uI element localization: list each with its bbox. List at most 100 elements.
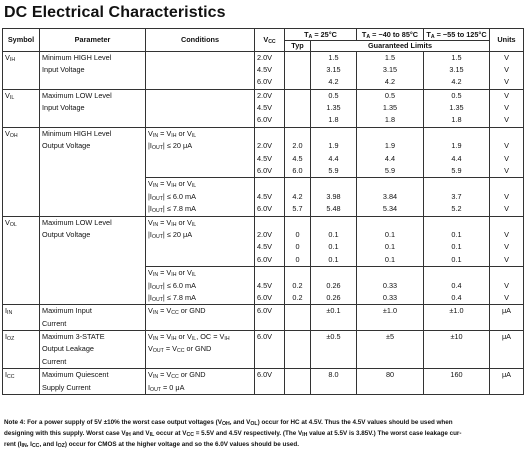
typ-ioz bbox=[284, 330, 311, 370]
typ-vil bbox=[284, 88, 311, 128]
lim25-voh-a: 1.9 4.4 5.9 bbox=[310, 126, 357, 179]
lim125-voh-a: 1.9 4.4 5.9 bbox=[423, 126, 490, 179]
dc-characteristics-table: Symbol Parameter Conditions VCC TA = 25°… bbox=[2, 28, 524, 396]
lim25-icc: 8.0 bbox=[310, 368, 357, 396]
row-vil: VIL Maximum LOW Level Input Voltage 2.0V 4… bbox=[2, 88, 524, 128]
symbol-iin: IIN bbox=[2, 304, 40, 332]
header-symbol: Symbol bbox=[2, 28, 40, 52]
lim85-vol-b: 0.33 0.33 bbox=[356, 266, 424, 306]
lim85-icc: 80 bbox=[356, 368, 424, 396]
header-row-1: Symbol Parameter Conditions VCC TA = 25°… bbox=[2, 28, 524, 52]
header-conditions: Conditions bbox=[145, 28, 255, 52]
cond-vol-b-iout-78ma: |IOUT| ≤ 7.8 mA bbox=[148, 292, 196, 303]
cond-voh-b-iout-78ma: |IOUT| ≤ 7.8 mA bbox=[148, 204, 196, 215]
param-voh: Minimum HIGH Level Output Voltage bbox=[39, 126, 146, 217]
header-ta-125: TA = −55 to 125°C bbox=[423, 28, 490, 41]
cond-vol-b-vin: VIN = VIH or VIL bbox=[148, 268, 197, 279]
cond-vol-vin: VIN = VIH or VIL bbox=[148, 217, 197, 228]
row-voh-b: VIN = VIH or VIL |IOUT| ≤ 6.0 mA |IOUT| … bbox=[3, 177, 524, 217]
lim125-vol-a: 0.1 0.1 0.1 bbox=[423, 215, 490, 268]
symbol-ioz: IOZ bbox=[2, 330, 40, 370]
units-ioz: μA bbox=[489, 330, 524, 370]
param-vil: Maximum LOW Level Input Voltage bbox=[39, 88, 146, 128]
typ-vih bbox=[284, 50, 311, 90]
cond-voh-iout: |IOUT| ≤ 20 μA bbox=[148, 141, 193, 152]
param-iin: Maximum Input Current bbox=[39, 304, 146, 332]
symbol-vil: VIL bbox=[2, 88, 40, 128]
lim125-voh-b: 3.7 5.2 bbox=[423, 177, 490, 217]
row-vol-a: VOL Maximum LOW Level Output Voltage VIN … bbox=[2, 215, 524, 306]
lim85-vih: 1.5 3.15 4.2 bbox=[356, 50, 424, 90]
typ-icc bbox=[284, 368, 311, 396]
lim125-vil: 0.5 1.35 1.8 bbox=[423, 88, 490, 128]
typ-voh-a: 2.0 4.5 6.0 bbox=[284, 126, 311, 179]
header-guaranteed-limits: Guaranteed Limits bbox=[310, 40, 490, 52]
row-voh-a: VOH Minimum HIGH Level Output Voltage VIN… bbox=[2, 126, 524, 217]
header-vcc: VCC bbox=[254, 28, 285, 52]
cond-voh-a: VIN = VIH or VIL |IOUT| ≤ 20 μA bbox=[145, 126, 255, 179]
header-units: Units bbox=[489, 28, 524, 52]
vcc-vol-b: 4.5V 6.0V bbox=[254, 266, 285, 306]
footnote-line-1: Note 4: For a power supply of 5V ±10% th… bbox=[4, 419, 453, 427]
lim25-voh-b: 3.98 5.48 bbox=[310, 177, 357, 217]
row-iin: IIN Maximum Input Current VIN = VCC or GN… bbox=[2, 304, 524, 332]
cond-vol-a: VIN = VIH or VIL |IOUT| ≤ 20 μA bbox=[145, 215, 255, 268]
vcc-iin: 6.0V bbox=[254, 304, 285, 332]
units-iin: μA bbox=[489, 304, 524, 332]
header-ta-25: TA = 25°C bbox=[284, 28, 357, 41]
symbol-voh: VOH bbox=[2, 126, 40, 217]
vcc-voh-b: 4.5V 6.0V bbox=[254, 177, 285, 217]
lim125-vih: 1.5 3.15 4.2 bbox=[423, 50, 490, 90]
vcc-ioz: 6.0V bbox=[254, 330, 285, 370]
footnote-line-3: rent (IIN, ICC, and IOZ) occur for CMOS … bbox=[4, 441, 299, 449]
lim125-iin: ±1.0 bbox=[423, 304, 490, 332]
row-vol-b: VIN = VIH or VIL |IOUT| ≤ 6.0 mA |IOUT| … bbox=[3, 266, 524, 306]
param-vih: Minimum HIGH Level Input Voltage bbox=[39, 50, 146, 90]
typ-voh-b: 4.2 5.7 bbox=[284, 177, 311, 217]
lim85-ioz: ±5 bbox=[356, 330, 424, 370]
vcc-icc: 6.0V bbox=[254, 368, 285, 396]
symbol-icc: ICC bbox=[2, 368, 40, 396]
vcc-voh-a: 2.0V 4.5V 6.0V bbox=[254, 126, 285, 179]
section-title: DC Electrical Characteristics bbox=[4, 4, 226, 21]
header-parameter: Parameter bbox=[39, 28, 146, 52]
header-ta-85: TA = −40 to 85°C bbox=[356, 28, 424, 41]
lim85-voh-b: 3.84 5.34 bbox=[356, 177, 424, 217]
lim125-ioz: ±10 bbox=[423, 330, 490, 370]
lim25-iin: ±0.1 bbox=[310, 304, 357, 332]
lim125-icc: 160 bbox=[423, 368, 490, 396]
lim85-iin: ±1.0 bbox=[356, 304, 424, 332]
symbol-vih: VIH bbox=[2, 50, 40, 90]
lim125-vol-b: 0.4 0.4 bbox=[423, 266, 490, 306]
lim25-vol-b: 0.26 0.26 bbox=[310, 266, 357, 306]
row-ioz: IOZ Maximum 3-STATE Output Leakage Current… bbox=[2, 330, 524, 370]
cond-vih bbox=[145, 50, 255, 90]
row-icc: ICC Maximum Quiescent Supply Current VIN … bbox=[2, 368, 524, 396]
param-icc: Maximum Quiescent Supply Current bbox=[39, 368, 146, 396]
cond-icc: VIN = VCC or GND IOUT = 0 μA bbox=[145, 368, 255, 396]
lim85-voh-a: 1.9 4.4 5.9 bbox=[356, 126, 424, 179]
param-vol: Maximum LOW Level Output Voltage bbox=[39, 215, 146, 306]
header-typ: Typ bbox=[284, 40, 311, 52]
cond-voh-b-iout-6ma: |IOUT| ≤ 6.0 mA bbox=[148, 191, 196, 202]
typ-vol-b: 0.2 0.2 bbox=[284, 266, 311, 306]
lim25-vih: 1.5 3.15 4.2 bbox=[310, 50, 357, 90]
symbol-vol: VOL bbox=[2, 215, 40, 306]
footnote-line-2: designing with this supply. Worst case V… bbox=[4, 430, 462, 438]
typ-iin bbox=[284, 304, 311, 332]
cond-vol-b: VIN = VIH or VIL |IOUT| ≤ 6.0 mA |IOUT| … bbox=[145, 266, 255, 306]
footnote: Note 4: For a power supply of 5V ±10% th… bbox=[4, 417, 522, 450]
units-icc: μA bbox=[489, 368, 524, 396]
cond-vol-iout: |IOUT| ≤ 20 μA bbox=[148, 229, 193, 240]
cond-voh-vin: VIN = VIH or VIL bbox=[148, 128, 197, 139]
cond-vil bbox=[145, 88, 255, 128]
cond-voh-b: VIN = VIH or VIL |IOUT| ≤ 6.0 mA |IOUT| … bbox=[145, 177, 255, 217]
